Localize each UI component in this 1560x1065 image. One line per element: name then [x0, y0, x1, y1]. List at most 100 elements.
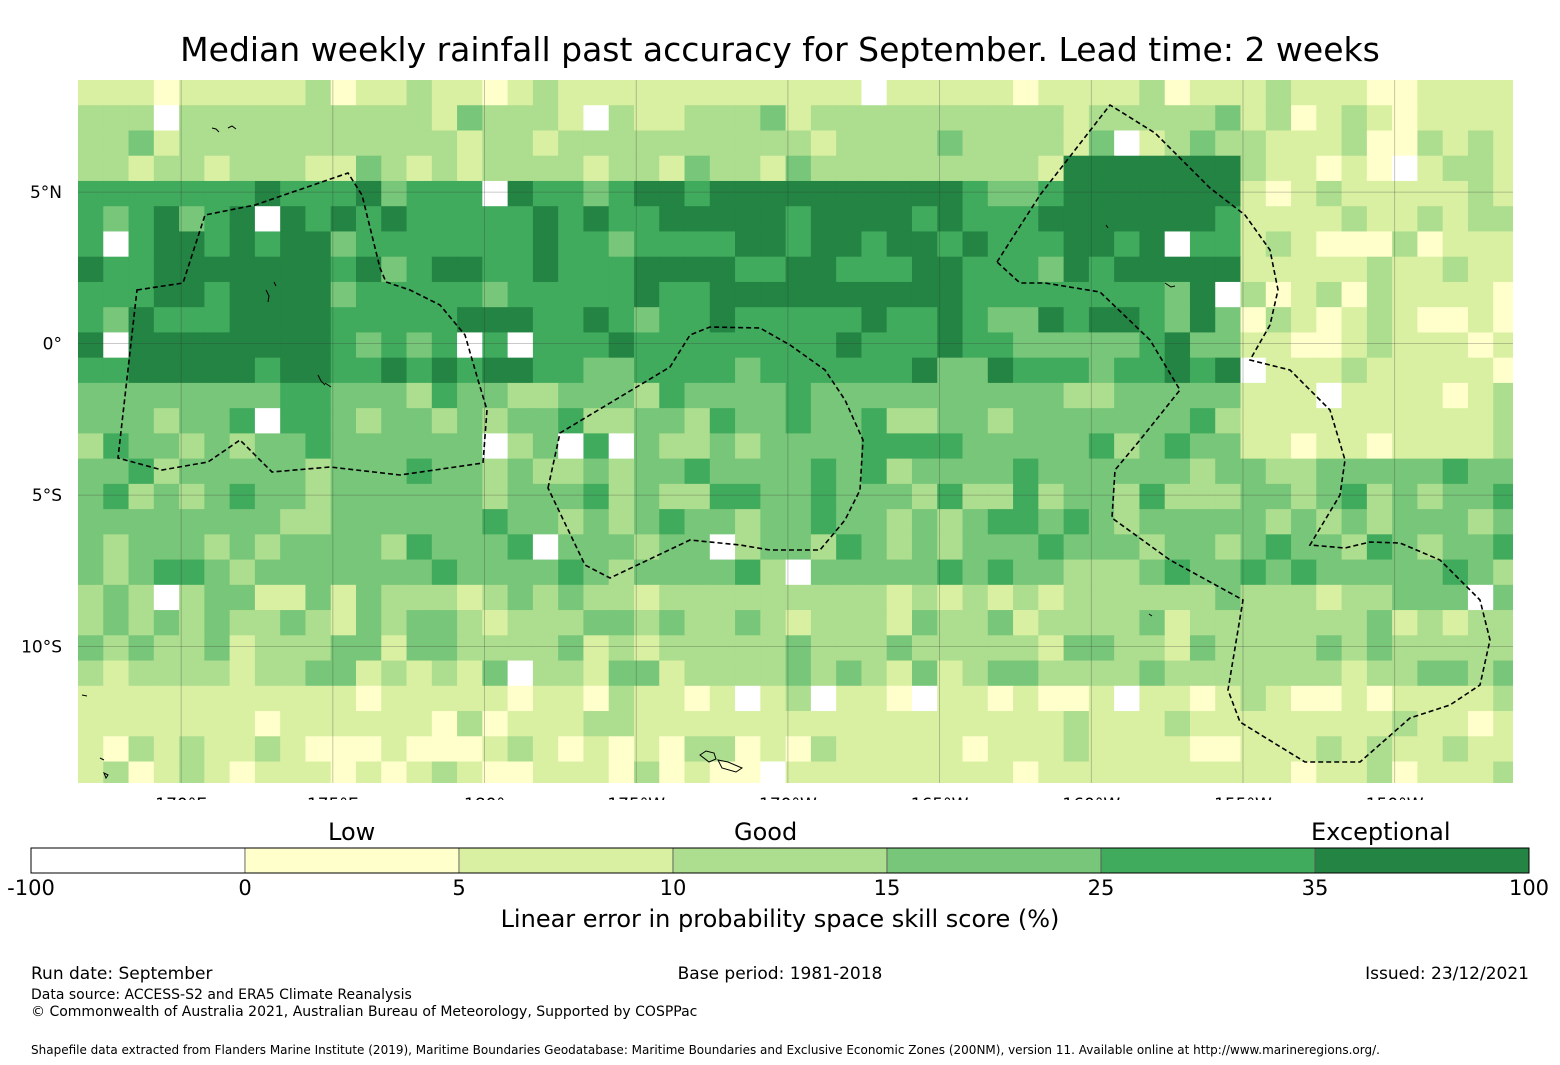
heatmap-cell [482, 281, 509, 308]
heatmap-cell [1493, 382, 1513, 409]
heatmap-cell [128, 610, 155, 636]
heatmap-cell [684, 408, 711, 434]
heatmap-cell [886, 80, 913, 106]
heatmap-cell [558, 155, 585, 182]
heatmap-cell [962, 711, 989, 737]
heatmap-cell [1013, 105, 1039, 132]
heatmap-cell [78, 130, 104, 157]
heatmap-cell [1493, 711, 1513, 737]
heatmap-cell [355, 559, 382, 586]
heatmap-cell [1189, 231, 1216, 258]
heatmap-cell [962, 433, 989, 460]
heatmap-cell [987, 307, 1014, 334]
heatmap-cell [659, 610, 686, 636]
heatmap-cell [684, 105, 711, 132]
heatmap-cell [659, 534, 686, 561]
heatmap-cell [937, 105, 964, 132]
heatmap-cell [1341, 509, 1368, 535]
heatmap-cell [1139, 231, 1166, 258]
heatmap-cell [103, 736, 130, 763]
heatmap-cell [735, 256, 761, 283]
heatmap-cell [1139, 357, 1166, 384]
x-tick-label: 160°W [1062, 795, 1120, 800]
heatmap-cell [254, 559, 281, 586]
heatmap-cell [1518, 130, 1544, 156]
heatmap-cell [1442, 458, 1469, 485]
heatmap-cell [330, 256, 357, 283]
heatmap-cell [330, 332, 357, 359]
heatmap-cell [1139, 483, 1166, 510]
heatmap-cell [457, 509, 483, 535]
heatmap-cell [1291, 685, 1317, 712]
heatmap-cell [1291, 256, 1317, 283]
heatmap-cell [78, 307, 104, 334]
heatmap-cell [305, 509, 332, 535]
heatmap-cell [836, 584, 863, 611]
heatmap-cell [179, 180, 205, 207]
heatmap-cell [1164, 660, 1191, 687]
heatmap-cell [1164, 256, 1191, 283]
heatmap-cell [760, 433, 787, 460]
heatmap-cell [760, 80, 787, 106]
heatmap-cell [1417, 256, 1444, 283]
colorbar-segment [672, 847, 888, 874]
island [1105, 224, 1176, 617]
heatmap-cell [760, 408, 787, 434]
heatmap-cell [1341, 307, 1368, 334]
heatmap-cell [735, 231, 761, 258]
heatmap-cell [330, 660, 357, 687]
heatmap-cell [810, 256, 837, 283]
heatmap-cell [836, 660, 863, 687]
heatmap-cell [128, 180, 155, 207]
heatmap-cell [1215, 509, 1242, 535]
heatmap-cell [1215, 130, 1242, 157]
heatmap-cell [785, 610, 812, 636]
heatmap-cell [381, 483, 408, 510]
heatmap-cell [558, 787, 584, 800]
heatmap-cell [280, 787, 306, 800]
heatmap-cell [810, 559, 837, 586]
heatmap-cell [633, 382, 660, 409]
heatmap-cell [153, 382, 180, 409]
heatmap-cell [1240, 408, 1267, 434]
heatmap-cell [431, 685, 458, 712]
heatmap-cell [684, 610, 711, 636]
heatmap-cell [507, 433, 534, 460]
heatmap-cell [1265, 105, 1292, 132]
heatmap-cell [153, 458, 180, 485]
heatmap-cell [558, 80, 585, 106]
heatmap-cell [633, 635, 660, 662]
heatmap-cell [1341, 483, 1368, 510]
heatmap-cell [836, 206, 863, 233]
heatmap-cell [457, 635, 483, 662]
heatmap-cell [1493, 736, 1513, 763]
heatmap-cell [1417, 231, 1444, 258]
y-tick-label: 10°S [21, 638, 62, 658]
eez-boundaries [117, 103, 1491, 763]
heatmap-cell [507, 685, 534, 712]
heatmap-cell [457, 130, 483, 157]
heatmap-cell [583, 281, 610, 308]
heatmap-cell [911, 80, 938, 106]
heatmap-cell [1038, 534, 1065, 561]
heatmap-cell [204, 787, 230, 800]
heatmap-cell [204, 509, 231, 535]
heatmap-cell [1493, 610, 1513, 636]
heatmap-cell [709, 80, 736, 106]
heatmap-cell [1038, 584, 1065, 611]
heatmap-cell [1189, 155, 1216, 182]
heatmap-cell [633, 155, 660, 182]
heatmap-cell [1114, 483, 1141, 510]
heatmap-cell [153, 105, 180, 132]
heatmap-cell [1063, 256, 1090, 283]
heatmap-cell [608, 231, 635, 258]
heatmap-cell [785, 559, 812, 586]
heatmap-cell [962, 180, 989, 207]
heatmap-cell [1493, 206, 1513, 233]
heatmap-cell [1366, 534, 1393, 561]
heatmap-cell [1114, 660, 1141, 687]
heatmap-cell [254, 281, 281, 308]
heatmap-cell [709, 635, 736, 662]
heatmap-cell [1114, 180, 1141, 207]
heatmap-cell [735, 685, 761, 712]
